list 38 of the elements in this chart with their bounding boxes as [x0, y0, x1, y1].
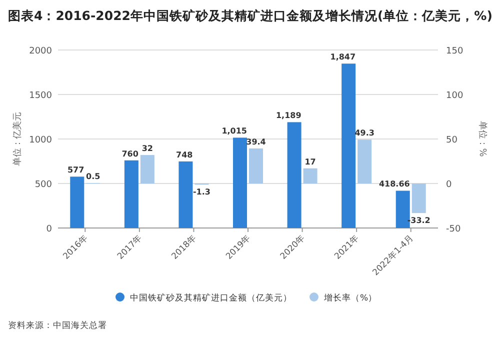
- y-tick-label: 500: [34, 180, 52, 190]
- bar: [303, 168, 318, 184]
- y2-axis-title: 单位：%: [477, 121, 488, 158]
- data-label: 748: [176, 150, 194, 160]
- y2-tick-label: 50: [446, 136, 458, 146]
- data-label: 418.66: [378, 180, 410, 189]
- y-tick-label: 1000: [29, 136, 52, 146]
- legend-label: 增长率（%）: [323, 292, 378, 304]
- data-label: 32: [142, 144, 153, 154]
- y2-tick-label: 100: [446, 91, 464, 101]
- data-label: -1.3: [192, 188, 210, 197]
- data-label: 760: [122, 149, 139, 158]
- y-tick-label: 1500: [29, 91, 52, 101]
- y2-tick-label: -50: [446, 224, 461, 234]
- bar: [70, 176, 84, 228]
- data-label: 1,015: [222, 126, 248, 136]
- bar: [249, 148, 263, 184]
- y-tick-label: 2000: [29, 46, 52, 56]
- bar: [233, 138, 247, 228]
- data-label: 0.5: [86, 172, 101, 182]
- y2-tick-label: 150: [446, 46, 464, 56]
- y-tick-label: 0: [46, 224, 52, 234]
- data-label: 17: [304, 157, 316, 166]
- data-label: 1,189: [276, 111, 302, 120]
- bar: [178, 161, 193, 228]
- bar: [124, 160, 138, 228]
- bar: [412, 184, 426, 214]
- bar: [342, 64, 356, 228]
- data-label: 577: [67, 166, 84, 175]
- bar: [287, 122, 302, 228]
- data-label: 1,847: [330, 52, 356, 62]
- y-axis-title: 单位：亿美元: [12, 112, 23, 166]
- legend-label: 中国铁矿砂及其精矿进口金额（亿美元）: [130, 292, 292, 304]
- chart-title: 图表4：2016-2022年中国铁矿砂及其精矿进口金额及增长情况(单位：亿美元，%): [8, 8, 492, 23]
- bar: [140, 155, 154, 184]
- bar: [358, 140, 372, 184]
- text: 资料来源：中国海关总署: [8, 320, 107, 331]
- y2-tick-label: 0: [446, 180, 452, 190]
